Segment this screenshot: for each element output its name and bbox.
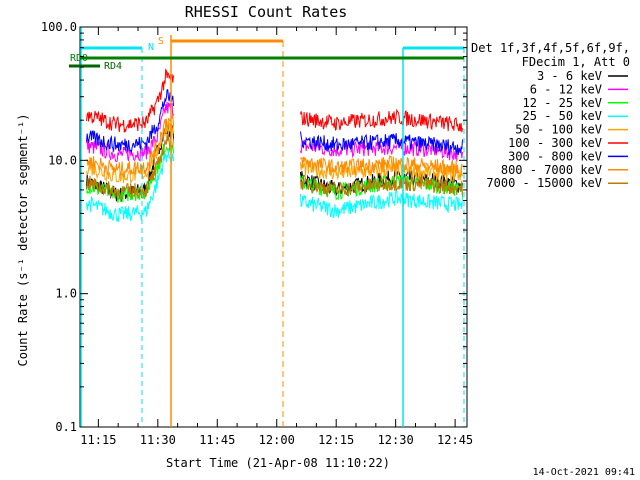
legend-entry-label: 12 - 25 keV [523,96,602,110]
series-line [86,133,174,201]
y-axis: 0.1 1.0 10.0 100.0 [41,20,467,434]
rd0-label: RD0 [70,53,88,64]
series-line [300,108,463,133]
y-tick-label: 0.1 [55,420,77,434]
series-line [300,189,463,218]
y-tick-label: 10.0 [48,153,77,167]
y-axis-label: Count Rate (s⁻¹ detector segment⁻¹) [16,114,30,367]
rd4-label: RD4 [104,61,122,72]
x-tick-label: 12:30 [378,433,414,447]
plot-area [79,26,468,428]
x-tick-label: 11:15 [80,433,116,447]
y-tick-label: 1.0 [55,287,77,301]
legend-entry-label: 6 - 12 keV [530,82,602,96]
series-line [86,68,174,133]
x-tick-label: 11:30 [140,433,176,447]
series-line [86,101,174,163]
night-label: N [148,42,154,53]
series-line [300,174,463,197]
legend-header-line-2: FDecim 1, Att 0 [522,55,630,69]
legend-entry-label: 100 - 300 keV [508,136,602,150]
legend-entry-label: 50 - 100 keV [515,123,602,137]
x-tick-label: 12:15 [318,433,354,447]
data-layer [86,68,463,222]
x-tick-label: 11:45 [199,433,235,447]
series-line [300,131,463,156]
legend-entry-label: 25 - 50 keV [523,109,602,123]
legend-entry-label: 3 - 6 keV [537,69,602,83]
footer-date: 14-Oct-2021 09:41 [533,467,635,478]
legend-header-line-1: Det 1f,3f,4f,5f,6f,9f, [471,41,630,55]
y-tick-label: 100.0 [41,20,77,34]
x-axis: 11:15 11:30 11:45 12:00 12:15 12:30 12:45 [80,27,473,447]
legend-entry-label: 7000 - 15000 keV [486,176,602,190]
x-tick-label: 12:00 [259,433,295,447]
overlay-layer: NS RD0 RD4 [69,27,465,427]
x-axis-label: Start Time (21-Apr-08 11:10:22) [166,456,390,470]
saa-label: S [158,36,164,47]
series-line [86,89,174,154]
legend-entry-label: 300 - 800 keV [508,149,602,163]
chart-title: RHESSI Count Rates [185,3,348,21]
series-line [300,154,463,178]
series-line [86,148,174,222]
legend-entry-label: 800 - 7000 keV [501,163,602,177]
x-tick-label: 12:45 [437,433,473,447]
series-line [86,115,174,178]
